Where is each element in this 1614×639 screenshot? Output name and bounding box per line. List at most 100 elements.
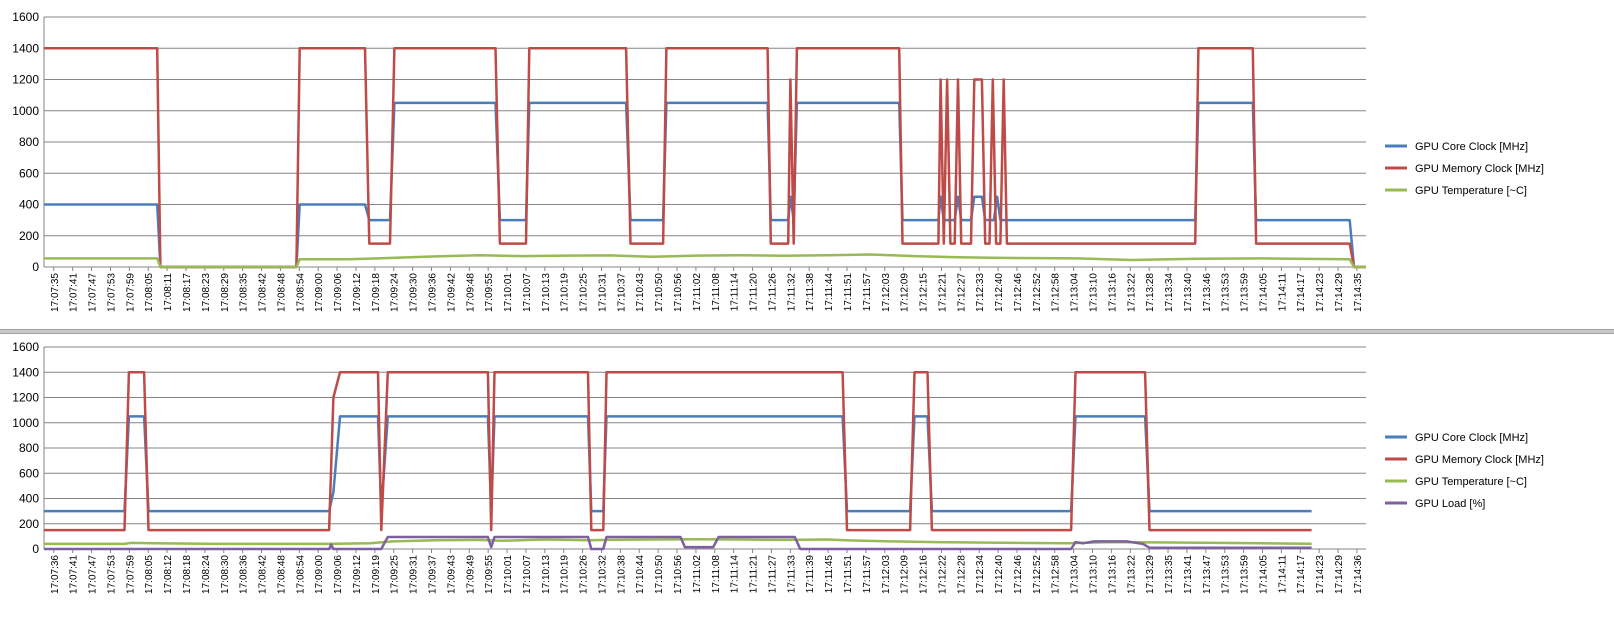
x-tick-label: 17:10:19 bbox=[560, 555, 571, 594]
x-tick-label: 17:12:40 bbox=[994, 555, 1005, 594]
x-tick-label: 17:12:33 bbox=[975, 273, 986, 312]
x-tick-label: 17:14:23 bbox=[1315, 555, 1326, 594]
x-tick-label: 17:14:35 bbox=[1353, 273, 1364, 312]
x-tick-label: 17:12:09 bbox=[900, 273, 911, 312]
x-tick-label: 17:08:30 bbox=[220, 555, 231, 594]
x-tick-label: 17:12:58 bbox=[1051, 555, 1062, 594]
x-tick-label: 17:11:51 bbox=[843, 555, 854, 594]
x-tick-label: 17:09:31 bbox=[409, 555, 420, 594]
x-tick-label: 17:12:46 bbox=[1013, 555, 1024, 594]
x-tick-label: 17:09:48 bbox=[465, 273, 476, 312]
x-tick-label: 17:14:11 bbox=[1277, 555, 1288, 594]
x-tick-label: 17:12:16 bbox=[919, 555, 930, 594]
y-tick-label: 600 bbox=[19, 166, 39, 180]
y-tick-label: 200 bbox=[19, 517, 39, 531]
x-tick-label: 17:08:35 bbox=[239, 273, 250, 312]
x-tick-label: 17:10:13 bbox=[541, 273, 552, 312]
x-tick-label: 17:14:11 bbox=[1277, 273, 1288, 312]
x-tick-label: 17:10:19 bbox=[560, 273, 571, 312]
x-tick-label: 17:13:10 bbox=[1089, 273, 1100, 312]
y-tick-label: 0 bbox=[32, 542, 39, 556]
x-tick-label: 17:14:29 bbox=[1334, 273, 1345, 312]
series-line-memory bbox=[44, 371, 1312, 532]
x-tick-label: 17:12:03 bbox=[881, 273, 892, 312]
chart-divider bbox=[0, 329, 1614, 334]
x-tick-label: 17:09:55 bbox=[484, 555, 495, 594]
y-tick-label: 600 bbox=[19, 466, 39, 480]
chart-bottom: 0 200 400 600 800 1000 1200 1400 1600 17:07:36 17:… bbox=[0, 334, 1614, 634]
y-tick-label: 1000 bbox=[12, 416, 39, 430]
x-tick-label: 17:07:47 bbox=[88, 273, 99, 312]
x-tick-label: 17:13:34 bbox=[1164, 273, 1175, 312]
x-tick-label: 17:13:41 bbox=[1183, 555, 1194, 594]
x-tick-label: 17:12:03 bbox=[881, 555, 892, 594]
x-tick-label: 17:09:30 bbox=[409, 273, 420, 312]
x-tick-label: 17:09:24 bbox=[390, 273, 401, 312]
x-tick-label: 17:11:33 bbox=[786, 555, 797, 594]
series-line-core bbox=[44, 415, 1312, 513]
x-tick-label: 17:13:16 bbox=[1107, 555, 1118, 594]
y-tick-label: 1000 bbox=[12, 104, 39, 118]
legend-label-temperature: GPU Temperature [~C] bbox=[1415, 476, 1527, 488]
x-tick-label: 17:12:27 bbox=[956, 273, 967, 312]
x-tick-label: 17:10:01 bbox=[503, 273, 514, 312]
x-tick-label: 17:13:59 bbox=[1240, 555, 1251, 594]
series-line-memory bbox=[44, 47, 1366, 269]
x-tick-label: 17:11:39 bbox=[805, 555, 816, 594]
x-tick-label: 17:10:01 bbox=[503, 555, 514, 594]
x-tick-label: 17:12:09 bbox=[900, 555, 911, 594]
x-tick-label: 17:13:53 bbox=[1221, 273, 1232, 312]
chart-top: 0 200 400 600 800 1000 1200 1400 1600 17:07:35 17:… bbox=[12, 10, 1544, 312]
x-tick-label: 17:12:40 bbox=[994, 273, 1005, 312]
legend-label-temperature: GPU Temperature [~C] bbox=[1415, 185, 1527, 197]
x-tick-label: 17:07:53 bbox=[106, 555, 117, 594]
x-tick-label: 17:13:29 bbox=[1145, 555, 1156, 594]
x-tick-label: 17:13:59 bbox=[1240, 273, 1251, 312]
x-tick-label: 17:07:53 bbox=[106, 273, 117, 312]
x-tick-label: 17:13:53 bbox=[1221, 555, 1232, 594]
x-tick-label: 17:09:42 bbox=[446, 273, 457, 312]
y-tick-label: 1600 bbox=[12, 10, 39, 24]
x-tick-label: 17:11:27 bbox=[767, 555, 778, 594]
x-tick-label: 17:11:32 bbox=[786, 273, 797, 312]
x-tick-label: 17:11:44 bbox=[824, 273, 835, 312]
x-tick-label: 17:09:12 bbox=[352, 273, 363, 312]
x-tick-label: 17:13:04 bbox=[1070, 555, 1081, 594]
x-tick-label: 17:11:57 bbox=[862, 555, 873, 594]
x-tick-label: 17:09:37 bbox=[428, 555, 439, 594]
x-tick-label: 17:13:47 bbox=[1202, 555, 1213, 594]
series-line-load bbox=[44, 535, 1312, 551]
x-tick-label: 17:09:36 bbox=[428, 273, 439, 312]
x-tick-label: 17:07:36 bbox=[50, 555, 61, 594]
x-tick-label: 17:12:22 bbox=[937, 555, 948, 594]
y-tick-label: 200 bbox=[19, 229, 39, 243]
x-tick-label: 17:10:07 bbox=[522, 273, 533, 312]
x-tick-label: 17:09:49 bbox=[465, 555, 476, 594]
y-tick-label: 800 bbox=[19, 135, 39, 149]
legend-label-memory: GPU Memory Clock [MHz] bbox=[1415, 454, 1544, 466]
x-tick-label: 17:07:47 bbox=[88, 555, 99, 594]
y-tick-label: 400 bbox=[19, 198, 39, 212]
x-tick-label: 17:10:25 bbox=[579, 273, 590, 312]
x-tick-label: 17:10:32 bbox=[597, 555, 608, 594]
x-tick-label: 17:13:16 bbox=[1107, 273, 1118, 312]
x-tick-label: 17:08:24 bbox=[201, 555, 212, 594]
x-tick-label: 17:07:41 bbox=[69, 555, 80, 594]
x-tick-label: 17:11:08 bbox=[711, 555, 722, 594]
x-tick-label: 17:07:41 bbox=[69, 273, 80, 312]
x-tick-label: 17:12:34 bbox=[975, 555, 986, 594]
x-tick-label: 17:12:52 bbox=[1032, 555, 1043, 594]
x-tick-label: 17:12:15 bbox=[919, 273, 930, 312]
x-tick-label: 17:13:28 bbox=[1145, 273, 1156, 312]
x-tick-label: 17:08:42 bbox=[258, 273, 269, 312]
x-tick-label: 17:10:50 bbox=[654, 555, 665, 594]
x-tick-label: 17:10:37 bbox=[616, 273, 627, 312]
x-tick-label: 17:11:51 bbox=[843, 273, 854, 312]
chart-top-svg: 0 200 400 600 800 1000 1200 1400 1600 17:07:35 17:… bbox=[12, 10, 1544, 312]
x-tick-label: 17:09:43 bbox=[446, 555, 457, 594]
y-tick-label: 1600 bbox=[12, 340, 39, 354]
series-line-temperature bbox=[44, 253, 1366, 269]
y-tick-label: 800 bbox=[19, 441, 39, 455]
x-tick-label: 17:12:52 bbox=[1032, 273, 1043, 312]
x-tick-label: 17:08:36 bbox=[239, 555, 250, 594]
